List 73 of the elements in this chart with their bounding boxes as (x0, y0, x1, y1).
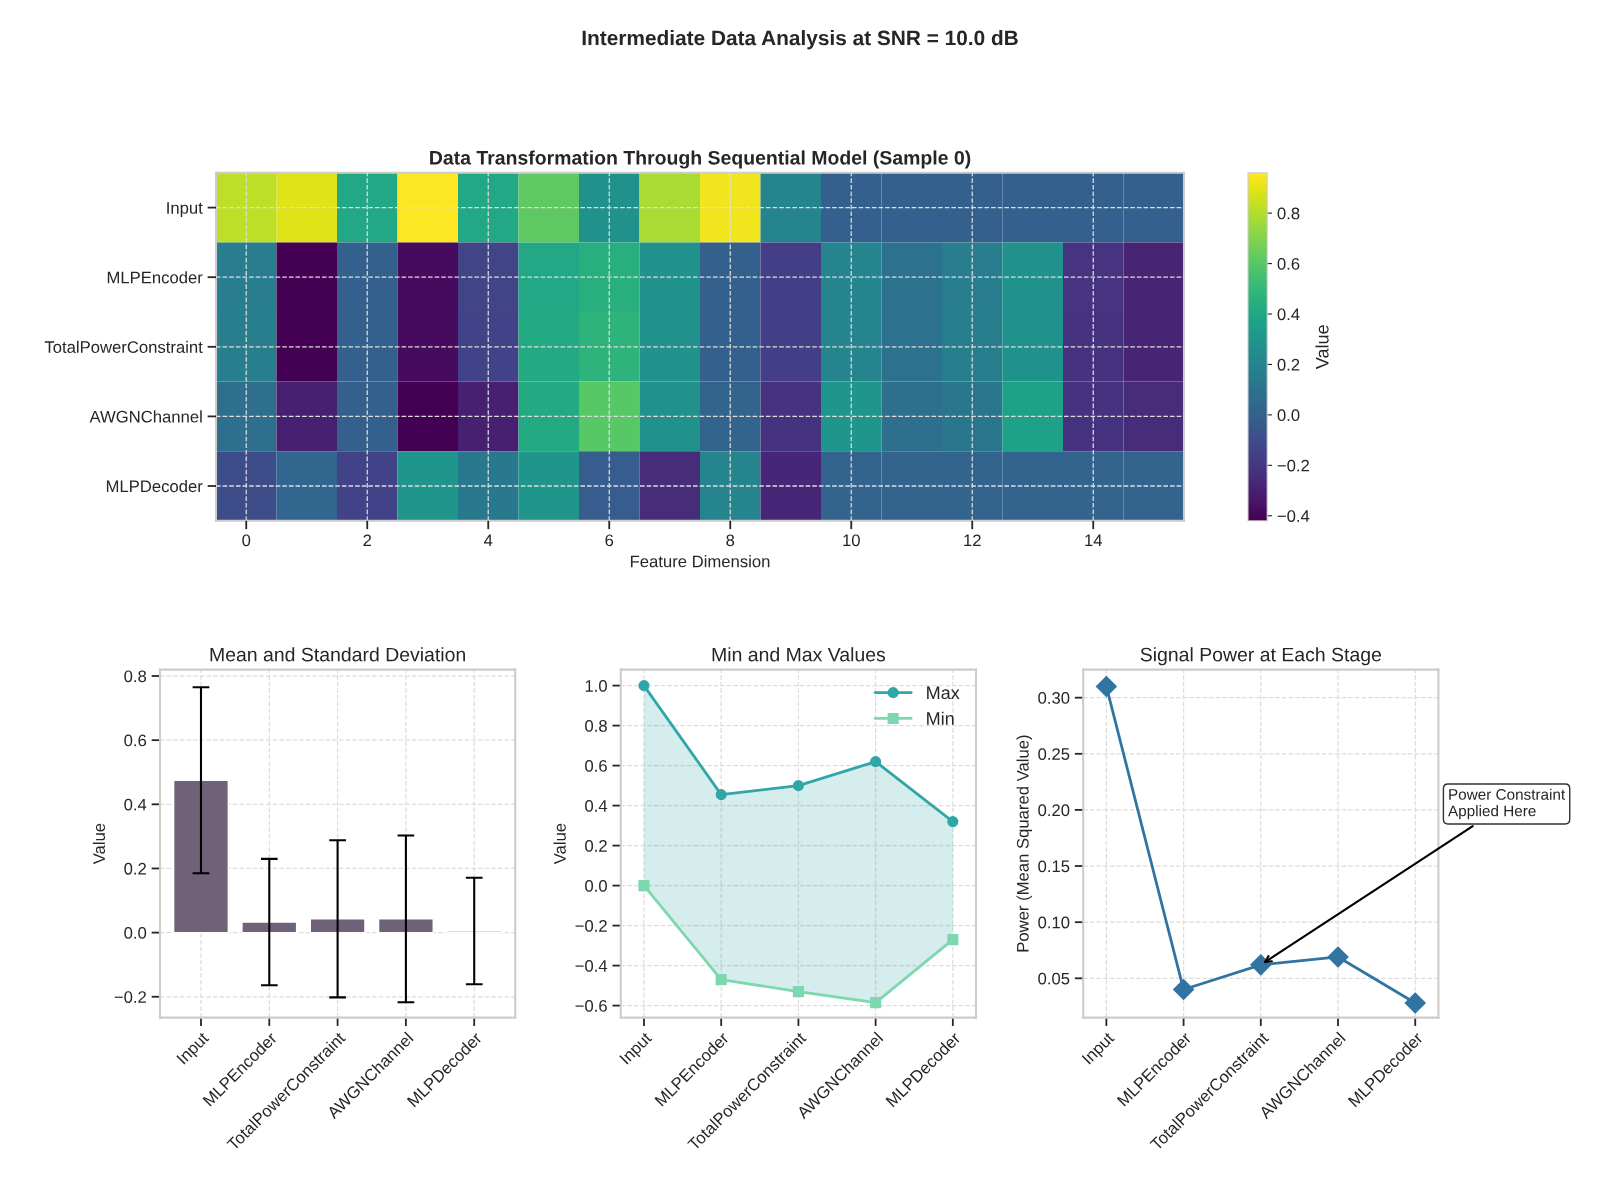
y-tick-label: −0.2 (114, 991, 146, 1003)
y-tick-label: −0.2 (575, 920, 607, 932)
x-tick-label: 2 (363, 534, 372, 547)
point (638, 880, 650, 892)
point (870, 756, 882, 768)
chart-subtitle: Data Transformation Through Sequential Model (Sample 0) (430, 150, 971, 169)
point (792, 986, 804, 998)
color-bar-label: 0.6 (1277, 257, 1300, 270)
x-tick-label: 10 (843, 534, 860, 547)
y-tick-label: 0.30 (1038, 692, 1070, 704)
y-axis-title: Value (92, 823, 106, 865)
bar (377, 918, 434, 934)
y-tick-label: 0.6 (124, 734, 147, 747)
y-axis-title: Value (553, 823, 566, 865)
y-tick-label: 0.0 (124, 927, 147, 939)
point (715, 789, 727, 801)
y-tick-label: MLPEncoder (107, 271, 203, 284)
y-tick-label: AWGNChannel (89, 410, 202, 423)
legend-label: Min (927, 711, 954, 725)
y-tick-label: 0.15 (1038, 860, 1070, 873)
x-tick-label: 4 (484, 534, 493, 547)
y-tick-label: 0.8 (124, 670, 147, 683)
y-tick-label: 0.10 (1038, 916, 1070, 929)
color-bar-label: 0.4 (1277, 308, 1300, 321)
x-tick-label: 8 (726, 534, 735, 547)
chart-title: Intermediate Data Analysis at SNR = 10.0 dB (582, 30, 1018, 50)
y-tick-label: 0.2 (585, 840, 607, 852)
chart-title: Min and Max Values (712, 647, 886, 662)
x-tick-label: 0 (242, 534, 251, 547)
point (1327, 946, 1349, 968)
color-bar-label: 0.0 (1277, 409, 1300, 422)
x-axis-title: Feature Dimension (630, 555, 770, 568)
y-tick-label: 0.2 (124, 862, 146, 875)
x-tick-label: 12 (964, 534, 981, 547)
y-tick-label: MLPDecoder (106, 479, 203, 493)
x-tick-label: 6 (605, 534, 614, 547)
y-tick-label: −0.4 (575, 960, 608, 972)
chart-title: Signal Power at Each Stage (1140, 647, 1381, 666)
point (1250, 954, 1272, 976)
point (870, 997, 882, 1009)
point (1404, 992, 1426, 1014)
y-tick-label: 0.4 (124, 798, 147, 811)
y-tick-label: 0.8 (585, 720, 607, 732)
color-bar-label: −0.2 (1277, 459, 1309, 472)
y-axis-title: Power (Mean Squared Value) (1016, 735, 1033, 952)
point (1173, 979, 1195, 1001)
y-tick-label: Input (167, 202, 203, 218)
point (1095, 675, 1117, 697)
y-tick-label: 0.6 (585, 760, 607, 772)
bar (172, 779, 230, 934)
y-tick-label: −0.6 (575, 1000, 607, 1012)
point (715, 974, 727, 986)
point (947, 816, 959, 828)
y-tick-label: TotalPowerConstraint (44, 340, 203, 353)
y-tick-label: 0.25 (1038, 748, 1070, 760)
point (947, 934, 959, 946)
point (638, 680, 650, 692)
color-bar-label: −0.4 (1277, 510, 1310, 522)
legend-label: Max (927, 686, 960, 700)
y-tick-label: 0.4 (585, 800, 608, 812)
color-bar-label: 0.2 (1277, 358, 1300, 371)
color-bar-label: 0.8 (1277, 207, 1300, 220)
chart-title: Mean and Standard Deviation (210, 647, 465, 662)
point (792, 780, 804, 792)
y-tick-label: 0.05 (1038, 972, 1070, 985)
y-tick-label: 0.20 (1038, 804, 1070, 817)
bar (241, 921, 298, 934)
color-bar-title: Value (1315, 325, 1329, 370)
x-tick-label: 14 (1085, 534, 1103, 547)
bar (309, 918, 366, 934)
y-tick-label: 1.0 (585, 680, 607, 692)
y-tick-label: 0.0 (585, 880, 607, 892)
annotation: Power Constraint Applied Here (1448, 788, 1566, 820)
